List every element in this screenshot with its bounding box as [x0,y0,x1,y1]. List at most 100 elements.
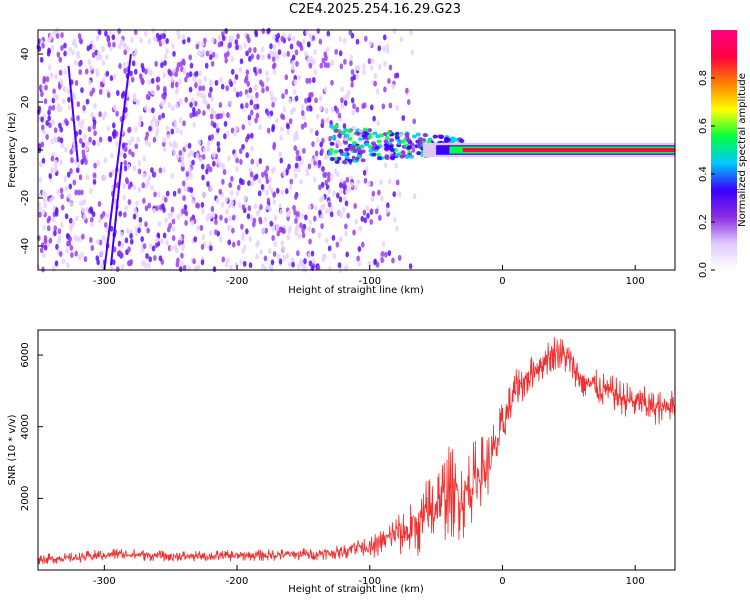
heatmap-cell [329,157,335,162]
heatmap-cell [325,116,330,123]
heatmap-cell [417,137,423,142]
heatmap-cell [211,212,216,219]
heatmap-cell [225,208,229,215]
heatmap-cell [196,225,200,232]
heatmap-cell [201,49,206,56]
heatmap-cell [77,120,82,127]
heatmap-cell [179,61,183,68]
heatmap-cell [248,235,253,242]
heatmap-cell [323,86,328,93]
heatmap-cell [95,68,99,75]
heatmap-cell [297,166,301,173]
heatmap-cell [228,215,232,222]
heatmap-cell [144,221,148,228]
heatmap-cell [265,204,269,211]
snr-panel: -300 -200 -100 0 100 2000 4000 6000 Height of … [7,329,676,595]
heatmap-cell [218,236,223,243]
snr-x-tick-label: 100 [626,576,645,587]
heatmap-cell [368,148,374,153]
heatmap-cell [130,36,134,43]
heatmap-cell [172,143,176,150]
heatmap-cell [236,33,240,40]
heatmap-cell [245,33,250,40]
heatmap-cell [426,139,432,144]
heatmap-cell [278,226,283,233]
heatmap-cell [313,69,318,76]
heatmap-cell [68,217,73,224]
heatmap-cell [178,116,183,123]
heatmap-cell [349,54,354,61]
heatmap-cell [155,121,159,128]
heatmap-cell [210,60,215,67]
heatmap-cell [92,119,97,126]
heatmap-cell [298,41,302,48]
heatmap-cell [278,258,283,265]
heatmap-cell [307,252,312,259]
heatmap-cell [212,151,216,158]
heatmap-cell [343,140,349,145]
heatmap-cell [48,122,52,129]
heatmap-cell [281,245,286,252]
heatmap-cell [162,232,167,239]
heatmap-cell [111,168,116,175]
heatmap-cell [330,59,335,66]
heatmap-cell [210,95,214,102]
heatmap-cell [85,174,90,181]
heatmap-cell [170,76,175,83]
heatmap-cell [71,49,75,56]
heatmap-cell [276,230,281,237]
heatmap-cell [270,259,275,266]
heatmap-cell [169,70,173,77]
heatmap-cell [277,49,282,56]
heatmap-cell [123,165,128,172]
heatmap-cell [223,120,228,127]
heatmap-cell [187,142,192,149]
heatmap-cell [123,160,128,167]
heatmap-cell [235,91,240,98]
heatmap-cell [378,63,382,70]
heatmap-cell [238,67,243,74]
heatmap-cell [66,88,71,95]
heatmap-cell [129,238,134,245]
heatmap-cell [308,32,312,39]
heatmap-cell [104,30,108,37]
heatmap-cell [39,247,44,254]
heatmap-cell [81,118,85,125]
heatmap-cell [176,213,180,220]
heatmap-cell [384,251,388,258]
heatmap-cell [263,216,268,223]
chart-title: C2E4.2025.254.16.29.G23 [288,2,462,17]
heatmap-cell [234,262,239,269]
heatmap-cell [68,236,72,243]
heatmap-cell [40,242,45,249]
heatmap-cell [398,133,404,138]
heatmap-cell [348,29,353,36]
heatmap-cell [229,81,234,88]
heatmap-cell [363,217,368,224]
heatmap-cell [166,226,171,233]
heatmap-cell [185,170,190,177]
snr-x-tick-label: -200 [226,576,249,587]
heatmap-cell [245,152,249,159]
heatmap-cell [82,213,87,220]
heatmap-cell [152,136,157,143]
heatmap-cell [271,235,275,242]
heatmap-cell [165,125,170,132]
heatmap-cell [308,219,312,226]
heatmap-cell [111,34,116,41]
heatmap-cell [160,238,164,245]
heatmap-cell [285,253,290,260]
heatmap-cell [176,29,181,36]
heatmap-cell [325,207,329,214]
heatmap-cell [329,141,335,146]
heatmap-cell [318,38,323,45]
heatmap-cell [179,129,183,136]
heatmap-cells [36,27,675,273]
heatmap-cell [217,34,222,41]
heatmap-cell [225,85,229,92]
heatmap-cell [246,133,251,140]
heatmap-cell [42,78,46,85]
heatmap-cell [69,244,74,251]
heatmap-cell [40,141,45,148]
heatmap-cell [387,178,392,185]
